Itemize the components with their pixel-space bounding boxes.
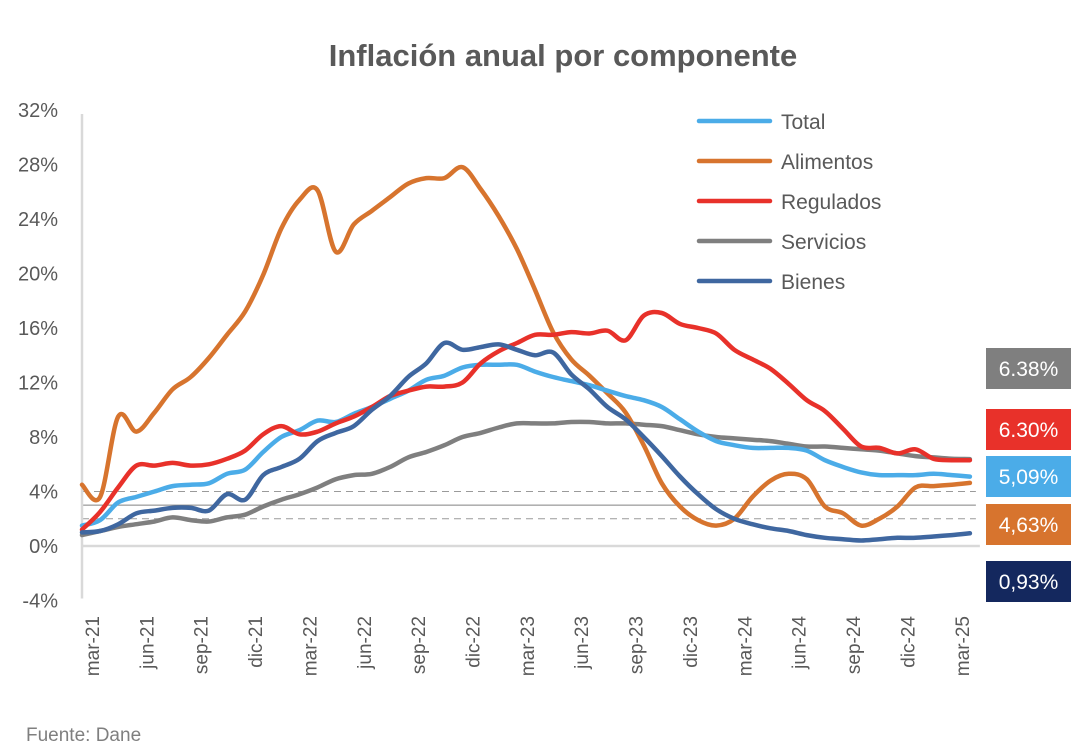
y-tick-label: 32%	[18, 100, 58, 122]
series-line-total	[79, 362, 973, 528]
end-label-text: 0,93%	[999, 571, 1059, 594]
x-tick-label: jun-21	[137, 616, 158, 670]
y-tick-label: 28%	[18, 155, 58, 177]
y-tick-label: 0%	[29, 536, 58, 558]
end-label-box	[986, 456, 1071, 497]
end-label-text: 6.38%	[999, 358, 1059, 381]
x-tick-label: mar-21	[83, 616, 104, 676]
y-tick-label: 16%	[18, 318, 58, 340]
x-tick-label: sep-23	[627, 616, 648, 674]
x-tick-label: mar-22	[300, 616, 321, 676]
y-tick-label: 24%	[18, 209, 58, 231]
end-label-box	[986, 561, 1071, 602]
end-label-text: 6.30%	[999, 419, 1059, 442]
x-tick-label: sep-22	[409, 616, 430, 674]
y-tick-label: 20%	[18, 264, 58, 286]
legend-label-total: Total	[781, 111, 825, 134]
series-line-regulados	[79, 309, 973, 532]
x-tick-label: mar-23	[518, 616, 539, 676]
end-label-alimentos: 4,63%	[986, 504, 1071, 545]
axes	[80, 114, 980, 599]
x-tick-label: jun-23	[572, 616, 593, 670]
legend-label-bienes: Bienes	[781, 271, 845, 294]
end-label-regulados: 6.30%	[986, 409, 1071, 450]
x-tick-label: dic-21	[246, 616, 267, 668]
legend-label-servicios: Servicios	[781, 231, 866, 254]
end-label-servicios: 6.38%	[986, 348, 1071, 389]
y-tick-label: 4%	[29, 482, 58, 504]
x-tick-label: jun-24	[790, 616, 811, 670]
x-axis-ticks: mar-21 jun-21 sep-21 dic-21 mar-22 jun-22 sep-…	[83, 616, 974, 677]
end-label-text: 5,09%	[999, 466, 1059, 489]
x-tick-label: sep-24	[844, 616, 865, 675]
series-lines	[79, 164, 973, 543]
series-line-bienes	[79, 340, 973, 543]
end-label-text: 4,63%	[999, 514, 1059, 537]
end-label-box	[986, 348, 1071, 389]
end-label-total: 5,09%	[986, 456, 1071, 497]
end-label-box	[986, 504, 1071, 545]
chart-title: Inflación anual por componente	[329, 38, 797, 73]
end-value-labels: 6.38% 6.30% 5,09% 4,63% 0,93%	[986, 348, 1071, 602]
x-tick-label: mar-24	[735, 616, 756, 677]
x-tick-label: sep-21	[192, 616, 213, 674]
legend-label-regulados: Regulados	[781, 191, 881, 214]
source-note: Fuente: Dane	[26, 725, 141, 746]
x-tick-label: dic-22	[464, 616, 485, 668]
x-tick-label: dic-24	[898, 616, 919, 668]
series-line-servicios	[79, 419, 973, 538]
end-label-box	[986, 409, 1071, 450]
y-tick-label: -4%	[22, 591, 58, 613]
end-label-bienes: 0,93%	[986, 561, 1071, 602]
y-tick-label: 12%	[18, 373, 58, 395]
legend-label-alimentos: Alimentos	[781, 151, 873, 174]
legend: Total Alimentos Regulados Servicios Bienes	[696, 111, 881, 294]
series-line-alimentos	[79, 164, 973, 528]
x-tick-label: mar-25	[953, 616, 974, 676]
x-tick-label: jun-22	[355, 616, 376, 670]
y-axis-ticks: -4% 0% 4% 8% 12% 16% 20% 24% 28% 32%	[18, 100, 58, 613]
x-tick-label: dic-23	[681, 616, 702, 668]
y-tick-label: 8%	[29, 427, 58, 449]
